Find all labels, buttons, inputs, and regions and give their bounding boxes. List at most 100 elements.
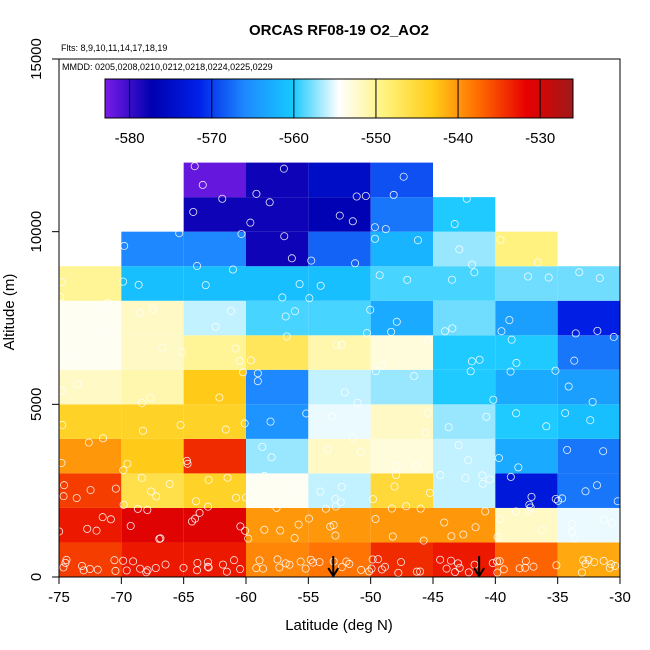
observation-point [581, 559, 590, 568]
observation-point [392, 470, 401, 479]
observation-point [279, 164, 288, 173]
observation-point [466, 367, 475, 376]
heatmap-cell [557, 542, 620, 577]
colorbar-tick-label: -540 [443, 130, 473, 147]
observation-point [67, 351, 76, 360]
observation-point [301, 564, 310, 573]
observation-point [525, 500, 534, 509]
observation-point [267, 453, 276, 462]
observation-point [351, 259, 360, 268]
observation-point [149, 304, 158, 313]
observation-point [371, 367, 380, 376]
observation-point [514, 463, 523, 472]
heatmap-cell [370, 438, 433, 474]
observation-point [455, 245, 464, 254]
observation-point [305, 294, 314, 303]
observation-point [464, 456, 473, 465]
heatmap-cell [495, 369, 558, 405]
observation-point [497, 327, 506, 336]
heatmap-cell [59, 473, 122, 508]
observation-point [440, 518, 449, 527]
observation-point [365, 567, 374, 576]
heatmap-cell [121, 473, 184, 508]
observation-point [129, 557, 138, 566]
heatmap-cell [557, 369, 620, 405]
observation-point [388, 532, 397, 541]
observation-point [506, 472, 515, 481]
heatmap-cell [495, 266, 558, 301]
heatmap-cell [183, 231, 246, 267]
observation-point [267, 500, 276, 509]
observation-point [239, 368, 248, 377]
heatmap-cell [495, 438, 558, 474]
heatmap-cell [246, 404, 309, 439]
observation-point [139, 426, 148, 435]
observation-point [533, 258, 542, 267]
observation-point [377, 361, 386, 370]
x-axis: -75 -70 -65 -60 -55 -50 -45 -40 -35 -30 [48, 577, 631, 606]
observation-point [295, 280, 304, 289]
observation-point [235, 357, 244, 366]
heatmap-cell [308, 404, 371, 439]
observation-point [542, 422, 551, 431]
observation-point [190, 162, 199, 171]
observation-point [442, 564, 451, 573]
observation-point [134, 280, 143, 289]
heatmap-cell [495, 404, 558, 439]
x-tick-label: -35 [547, 589, 569, 606]
observation-point [493, 532, 502, 541]
observation-point [475, 355, 484, 364]
heatmap-cell [308, 335, 371, 370]
observation-point [567, 519, 576, 528]
observation-point [496, 515, 505, 524]
observation-point [175, 229, 184, 238]
heatmap-cell [183, 335, 246, 370]
plot-frame [58, 58, 621, 578]
x-tick-label: -70 [110, 589, 132, 606]
observation-point [191, 514, 200, 523]
observation-point [399, 172, 408, 181]
observation-point [316, 487, 325, 496]
observation-point [133, 504, 142, 513]
observation-point [489, 395, 498, 404]
observation-point [259, 564, 268, 573]
observation-point [218, 560, 227, 569]
arrow-head [327, 567, 340, 578]
heatmap-cell [183, 369, 246, 405]
observation-point [361, 191, 370, 200]
heatmap-cell [183, 542, 246, 577]
colorbar-tick-label: -580 [115, 130, 145, 147]
heatmap-cell [308, 438, 371, 474]
observation-point [387, 504, 396, 513]
observation-point [505, 316, 514, 325]
observation-point [524, 272, 533, 281]
markers [327, 556, 485, 578]
observation-point [478, 471, 487, 480]
observation-point [416, 567, 425, 576]
observation-point [156, 534, 165, 543]
observation-point [521, 563, 530, 572]
observation-point [290, 307, 299, 316]
observation-point [86, 486, 95, 495]
heatmap-cell [433, 300, 496, 336]
observation-point [436, 555, 445, 564]
heatmap-cell [246, 162, 309, 198]
observation-point [454, 441, 463, 450]
heatmap-cell [370, 300, 433, 336]
heatmap-cell [59, 300, 122, 336]
heatmap-cell [308, 300, 371, 336]
observation-point [390, 482, 399, 491]
observation-point [253, 369, 262, 378]
heatmap-cell [433, 473, 496, 508]
observation-point [512, 507, 521, 516]
observation-point [203, 557, 212, 566]
observation-point [506, 367, 515, 376]
heatmap-cell [308, 507, 371, 543]
observation-point [260, 525, 269, 534]
observation-point [387, 327, 396, 336]
heatmap-cell [308, 231, 371, 267]
colorbar-gradient [104, 78, 574, 119]
observation-point [337, 482, 346, 491]
observation-point [158, 343, 167, 352]
heatmap-cell [121, 231, 184, 267]
